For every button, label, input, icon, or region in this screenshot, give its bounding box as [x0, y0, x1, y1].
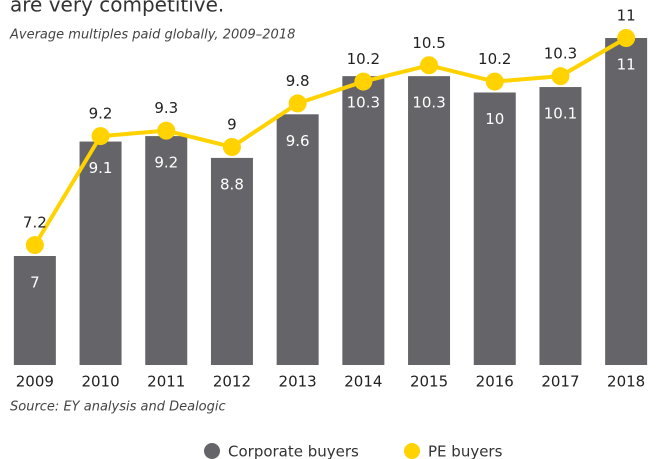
bar-value-label: 10.3	[412, 94, 445, 112]
bar	[408, 76, 451, 366]
bar	[145, 136, 188, 365]
chart-subtitle: Average multiples paid globally, 2009–20…	[9, 28, 295, 43]
legend-label: Corporate buyers	[228, 443, 359, 459]
bar	[605, 38, 648, 365]
x-tick-label: 2016	[476, 373, 514, 391]
pe-point	[222, 138, 241, 156]
line-value-label: 10.3	[544, 45, 577, 63]
line-value-label: 7.2	[23, 214, 47, 232]
x-tick-label: 2012	[213, 373, 251, 391]
line-value-label: 9.2	[89, 105, 113, 123]
legend-label: PE buyers	[428, 443, 503, 459]
x-tick-label: 2013	[279, 373, 317, 391]
chart-title: are very competitive.	[10, 0, 224, 17]
pe-point	[485, 72, 504, 91]
pe-point	[157, 121, 176, 140]
bar-value-label: 10.3	[347, 94, 380, 112]
bar-value-label: 9.6	[286, 132, 310, 150]
bar-value-label: 9.2	[154, 154, 178, 172]
legend-marker	[204, 443, 220, 459]
x-tick-label: 2014	[344, 373, 382, 391]
bar-value-label: 9.1	[89, 159, 113, 177]
bar	[539, 87, 582, 366]
x-tick-label: 2009	[16, 373, 54, 391]
x-tick-label: 2017	[541, 373, 579, 391]
bar	[342, 76, 385, 366]
bar	[473, 92, 516, 365]
line-value-label: 9	[227, 116, 237, 134]
legend-marker	[404, 443, 420, 459]
line-value-label: 10.2	[478, 50, 511, 68]
x-tick-label: 2015	[410, 373, 448, 391]
pe-point	[354, 72, 373, 91]
bar	[13, 256, 56, 365]
x-tick-label: 2010	[81, 373, 119, 391]
line-value-label: 9.3	[154, 99, 178, 117]
pe-point	[617, 29, 636, 47]
line-value-label: 11	[617, 7, 636, 25]
pe-line	[33, 36, 628, 247]
pe-point	[25, 236, 44, 255]
source-note: Source: EY analysis and Dealogic	[10, 400, 226, 415]
bar-value-label: 11	[617, 56, 636, 74]
bar	[79, 141, 122, 365]
x-tick-label: 2018	[607, 373, 645, 391]
line-value-label: 10.2	[347, 50, 380, 68]
bar-value-label: 10.1	[544, 105, 577, 123]
line-value-label: 9.8	[286, 72, 310, 90]
bar-value-label: 8.8	[220, 175, 244, 193]
line-value-label: 10.5	[412, 34, 445, 52]
pe-point	[288, 94, 307, 113]
pe-point	[551, 67, 570, 86]
x-tick-label: 2011	[147, 373, 185, 391]
bar-value-label: 10	[485, 110, 504, 128]
pe-point	[420, 56, 439, 75]
pe-point	[91, 127, 110, 146]
bar	[276, 114, 319, 365]
bar	[210, 157, 253, 365]
bar-value-label: 7	[30, 274, 40, 292]
